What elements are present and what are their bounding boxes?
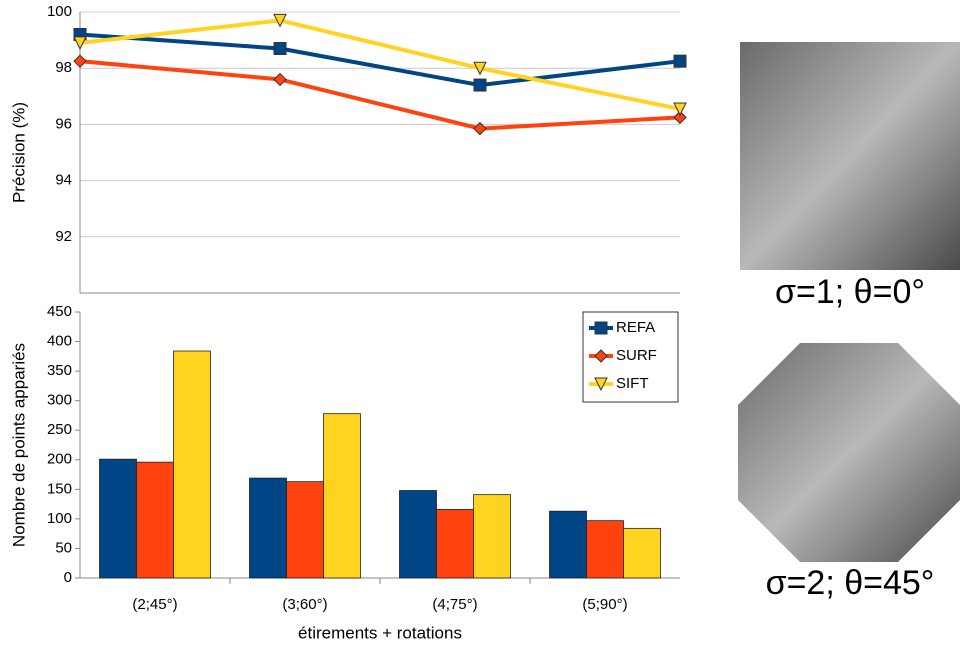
x-axis-label: étirements + rotations: [298, 623, 462, 642]
x-tick-label: (4;75°): [432, 596, 477, 613]
y-axis-label: Nombre de points appariés: [9, 343, 28, 547]
x-tick-label: (5;90°): [582, 596, 627, 613]
y-tick-label: 94: [55, 172, 72, 189]
x-tick-label: (3;60°): [282, 596, 327, 613]
bar: [136, 461, 174, 579]
photo: [740, 42, 960, 270]
y-tick-label: 100: [47, 3, 72, 20]
y-tick-label: 150: [47, 480, 72, 497]
bar: [286, 481, 324, 579]
y-tick-label: 200: [47, 451, 72, 468]
y-tick-label: 400: [47, 333, 72, 350]
marker: [273, 42, 287, 56]
y-tick-label: 0: [64, 569, 72, 586]
x-tick-label: (2;45°): [132, 596, 177, 613]
photo-rotated: [738, 343, 960, 562]
y-tick-label: 92: [55, 228, 72, 245]
legend-label: SIFT: [616, 375, 649, 392]
bar: [99, 458, 137, 579]
bar: [436, 509, 474, 579]
y-tick-label: 98: [55, 59, 72, 76]
bar: [323, 413, 361, 579]
y-tick-label: 450: [47, 303, 72, 320]
y-tick-label: 300: [47, 392, 72, 409]
bar: [623, 527, 661, 579]
series-line: [79, 59, 681, 131]
bar: [586, 520, 624, 579]
marker: [473, 78, 487, 92]
y-axis-label: Précision (%): [9, 102, 28, 203]
bar: [473, 494, 511, 579]
marker: [594, 321, 608, 335]
image-caption: σ=1; θ=0°: [775, 273, 925, 311]
bar: [549, 510, 587, 579]
image-caption: σ=2; θ=45°: [766, 564, 935, 602]
y-tick-label: 96: [55, 115, 72, 132]
marker: [594, 349, 608, 363]
marker: [73, 54, 87, 68]
marker: [473, 121, 487, 136]
bar: [249, 477, 287, 579]
series-line: [79, 32, 681, 88]
marker: [673, 110, 687, 125]
y-tick-label: 100: [47, 510, 72, 527]
bar: [399, 490, 437, 579]
series-line: [79, 18, 681, 111]
marker: [473, 61, 487, 76]
marker: [73, 36, 87, 51]
legend-label: REFA: [616, 319, 655, 336]
marker: [594, 377, 608, 392]
marker: [273, 72, 287, 87]
y-tick-label: 50: [55, 539, 72, 556]
legend-label: SURF: [616, 347, 657, 364]
y-tick-label: 350: [47, 362, 72, 379]
marker: [673, 54, 687, 68]
marker: [273, 13, 287, 28]
bar: [173, 350, 211, 579]
y-tick-label: 250: [47, 421, 72, 438]
marker: [673, 102, 687, 117]
